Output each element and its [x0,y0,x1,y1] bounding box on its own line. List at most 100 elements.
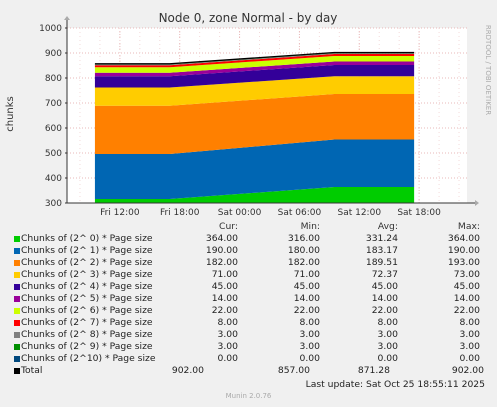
legend-avg: 331.24 [365,233,398,244]
legend-avg: 3.00 [377,329,398,340]
stacked-areas [94,52,415,203]
legend-series-name: Chunks of (2^ 4) * Page size [21,281,153,292]
total-min: 857.00 [277,365,310,376]
legend-row: Chunks of (2^ 4) * Page size 45.00 45.00 45… [0,281,497,293]
y-tick-label: 500 [45,149,62,159]
legend-avg: 189.51 [365,257,398,268]
series-area [94,65,415,88]
legend-swatch [14,260,20,266]
legend-avg: 0.00 [377,353,398,364]
legend-min: 316.00 [287,233,320,244]
y-tick-label: 600 [45,124,62,134]
legend-row: Chunks of (2^ 2) * Page size 182.00 182.00… [0,257,497,269]
y-tick-label: 900 [45,49,62,59]
total-line [94,51,415,65]
legend-row: Chunks of (2^ 3) * Page size 71.00 71.00 72… [0,269,497,281]
x-tick-label: Sat 12:00 [337,208,381,218]
axes [64,16,479,206]
legend-avg: 14.00 [371,293,398,304]
legend-cur: 190.00 [205,245,238,256]
legend-max: 364.00 [447,233,480,244]
x-tick-label: Sat 00:00 [218,208,262,218]
legend-swatch [14,344,20,350]
x-tick-label: Sat 18:00 [397,208,441,218]
last-update: Last update: Sat Oct 25 18:55:11 2025 [305,379,485,390]
legend-cur: 3.00 [217,329,238,340]
x-axis-arrow [475,200,479,206]
legend-min: 3.00 [299,341,320,352]
legend-total-row: Total 902.00 857.00 871.28 902.00 [0,365,497,377]
series-area [94,187,415,203]
legend-swatch [14,296,20,302]
legend-min: 22.00 [293,305,320,316]
y-tick-label: 1000 [39,24,62,34]
header-max: Max: [457,221,480,232]
legend-row: Chunks of (2^ 0) * Page size 364.00 316.00… [0,233,497,245]
total-series-line [94,51,415,65]
legend-avg: 72.37 [371,269,398,280]
x-tick-label: Sat 06:00 [278,208,322,218]
legend-swatch [14,284,20,290]
y-tick-labels: 300 400 500 600 700 800 900 1000 [39,24,62,209]
legend-min: 71.00 [293,269,320,280]
legend-series-name: Chunks of (2^ 5) * Page size [21,293,153,304]
legend-avg: 183.17 [365,245,398,256]
legend-row: Chunks of (2^ 7) * Page size 8.00 8.00 8.00… [0,317,497,329]
legend-max: 22.00 [453,305,480,316]
legend-max: 193.00 [447,257,480,268]
legend-total-label: Total [21,365,43,376]
footer-version: Munin 2.0.76 [225,392,272,400]
legend-max: 73.00 [453,269,480,280]
legend-max: 0.00 [459,353,480,364]
x-tick-label: Fri 18:00 [160,208,200,218]
legend-row: Chunks of (2^10) * Page size 0.00 0.00 0.00… [0,353,497,365]
series-area [94,76,415,106]
legend-min: 182.00 [287,257,320,268]
legend-max: 8.00 [459,317,480,328]
legend-header: Cur: Min: Avg: Max: [0,221,497,233]
legend-cur: 8.00 [217,317,238,328]
legend: Cur: Min: Avg: Max: Chunks of (2^ 0) * P… [0,221,497,377]
legend-max: 190.00 [447,245,480,256]
legend-min: 45.00 [293,281,320,292]
legend-cur: 182.00 [205,257,238,268]
legend-cur: 14.00 [211,293,238,304]
legend-row: Chunks of (2^ 6) * Page size 22.00 22.00 22… [0,305,497,317]
legend-series-name: Chunks of (2^ 6) * Page size [21,305,153,316]
legend-swatch [14,320,20,326]
legend-series-name: Chunks of (2^ 3) * Page size [21,269,153,280]
header-min: Min: [300,221,320,232]
legend-series-name: Chunks of (2^ 1) * Page size [21,245,153,256]
legend-min: 0.00 [299,353,320,364]
y-tick-label: 300 [45,199,62,209]
legend-swatch [14,248,20,254]
legend-row: Chunks of (2^ 1) * Page size 190.00 180.00… [0,245,497,257]
legend-min: 8.00 [299,317,320,328]
total-max: 902.00 [451,365,484,376]
y-tick-label: 700 [45,99,62,109]
x-tick-labels: Fri 12:00 Fri 18:00 Sat 00:00 Sat 06:00 Sat … [100,208,441,218]
legend-rows: Chunks of (2^ 0) * Page size 364.00 316.00… [0,233,497,365]
legend-cur: 22.00 [211,305,238,316]
legend-cur: 45.00 [211,281,238,292]
chart-title: Node 0, zone Normal - by day [159,11,338,25]
legend-avg: 8.00 [377,317,398,328]
total-cur: 902.00 [171,365,204,376]
legend-max: 3.00 [459,341,480,352]
legend-avg: 45.00 [371,281,398,292]
total-avg: 871.28 [357,365,390,376]
legend-cur: 71.00 [211,269,238,280]
legend-series-name: Chunks of (2^ 9) * Page size [21,341,153,352]
legend-swatch [14,368,20,374]
header-cur: Cur: [219,221,238,232]
series-area [94,61,415,77]
legend-cur: 364.00 [205,233,238,244]
y-tick-label: 800 [45,74,62,84]
legend-min: 14.00 [293,293,320,304]
legend-max: 3.00 [459,329,480,340]
legend-cur: 3.00 [217,341,238,352]
legend-series-name: Chunks of (2^ 7) * Page size [21,317,153,328]
y-axis-arrow [64,16,70,20]
x-tick-label: Fri 12:00 [100,208,140,218]
series-area [94,53,415,66]
